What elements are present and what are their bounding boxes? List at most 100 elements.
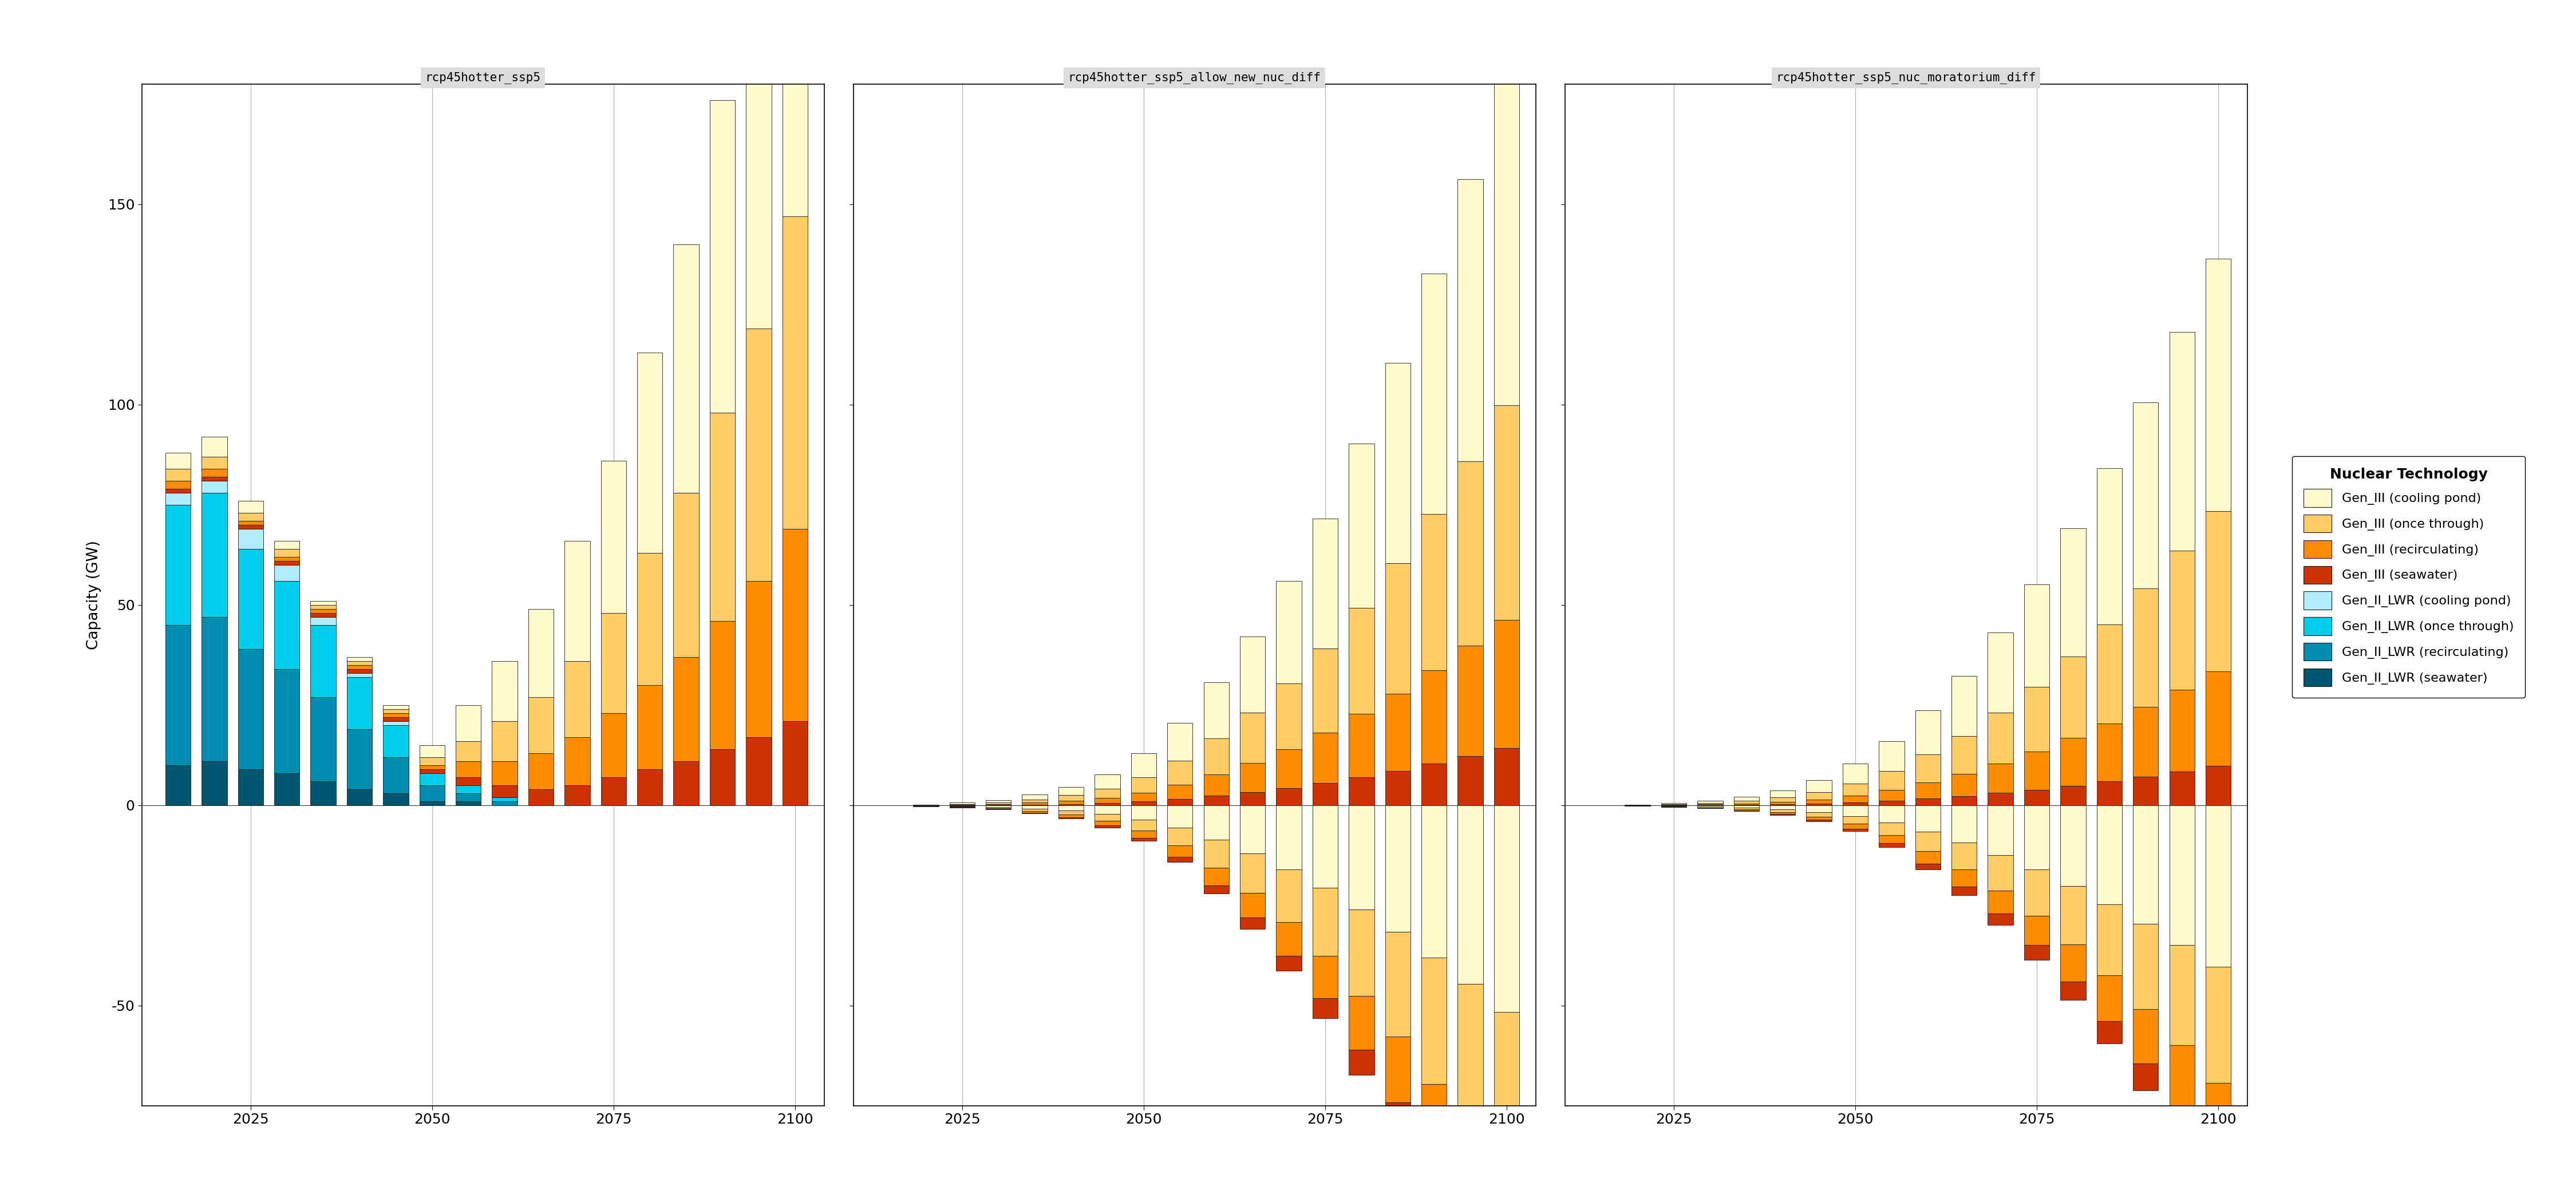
Bar bbox=[2061, 529, 2087, 656]
Bar bbox=[783, 0, 809, 216]
Bar bbox=[312, 609, 335, 613]
Bar bbox=[312, 781, 335, 805]
Bar bbox=[1734, 801, 1759, 803]
Bar bbox=[312, 601, 335, 605]
Bar bbox=[636, 685, 662, 769]
Bar bbox=[1734, 797, 1759, 801]
Bar bbox=[348, 665, 371, 670]
Bar bbox=[2205, 766, 2231, 805]
Bar bbox=[384, 706, 410, 709]
Bar bbox=[1350, 805, 1373, 910]
Bar bbox=[1878, 790, 1904, 801]
Bar bbox=[1734, 805, 1759, 808]
Bar bbox=[384, 718, 410, 721]
Bar bbox=[1203, 683, 1229, 738]
Bar bbox=[201, 761, 227, 805]
Y-axis label: Capacity (GW): Capacity (GW) bbox=[88, 541, 100, 649]
Bar bbox=[1386, 1036, 1412, 1102]
Bar bbox=[1350, 608, 1373, 714]
Bar bbox=[1422, 763, 1448, 805]
Bar bbox=[2169, 690, 2195, 772]
Bar bbox=[420, 773, 446, 785]
Bar bbox=[1953, 796, 1976, 805]
Bar bbox=[672, 244, 698, 493]
Bar bbox=[273, 773, 299, 805]
Bar bbox=[1842, 829, 1868, 832]
Bar bbox=[420, 757, 446, 766]
Title: rcp45hotter_ssp5_allow_new_nuc_diff: rcp45hotter_ssp5_allow_new_nuc_diff bbox=[1069, 72, 1321, 84]
Bar bbox=[1095, 803, 1121, 805]
Bar bbox=[1314, 649, 1337, 733]
Bar bbox=[456, 778, 482, 785]
Bar bbox=[2061, 886, 2087, 945]
Bar bbox=[1989, 763, 2014, 793]
Bar bbox=[1275, 683, 1301, 749]
Bar bbox=[1059, 817, 1084, 819]
Bar bbox=[201, 481, 227, 493]
Bar bbox=[1878, 772, 1904, 790]
Bar bbox=[384, 793, 410, 805]
Bar bbox=[201, 493, 227, 617]
Bar bbox=[2205, 511, 2231, 672]
Bar bbox=[1239, 637, 1265, 713]
Bar bbox=[456, 742, 482, 761]
Bar bbox=[1167, 761, 1193, 785]
Bar bbox=[1458, 179, 1484, 462]
Bar bbox=[492, 721, 518, 761]
Bar bbox=[2097, 624, 2123, 724]
Bar bbox=[384, 725, 410, 757]
Bar bbox=[312, 617, 335, 625]
Bar bbox=[1422, 958, 1448, 1084]
Bar bbox=[747, 737, 770, 805]
Bar bbox=[1953, 869, 1976, 887]
Bar bbox=[165, 493, 191, 505]
Bar bbox=[1878, 843, 1904, 847]
Bar bbox=[1239, 893, 1265, 917]
Bar bbox=[1203, 868, 1229, 886]
Bar bbox=[2169, 772, 2195, 805]
Bar bbox=[1914, 755, 1940, 783]
Bar bbox=[1698, 803, 1723, 804]
Bar bbox=[636, 553, 662, 685]
Bar bbox=[1422, 671, 1448, 763]
Bar bbox=[165, 469, 191, 481]
Bar bbox=[1989, 805, 2014, 855]
Bar bbox=[1989, 632, 2014, 713]
Bar bbox=[711, 621, 734, 749]
Bar bbox=[1059, 815, 1084, 817]
Bar bbox=[1131, 778, 1157, 792]
Bar bbox=[1989, 891, 2014, 914]
Bar bbox=[1167, 722, 1193, 761]
Bar bbox=[237, 513, 263, 520]
Bar bbox=[1239, 713, 1265, 763]
Bar bbox=[1203, 805, 1229, 839]
Bar bbox=[2025, 584, 2050, 686]
Bar bbox=[348, 661, 371, 665]
Bar bbox=[273, 670, 299, 773]
Bar bbox=[1350, 910, 1373, 995]
Bar bbox=[1878, 835, 1904, 843]
Bar bbox=[1806, 799, 1832, 804]
Bar bbox=[1275, 956, 1301, 971]
Bar bbox=[1494, 1012, 1520, 1184]
Bar bbox=[348, 730, 371, 790]
Legend: Gen_III (cooling pond), Gen_III (once through), Gen_III (recirculating), Gen_III: Gen_III (cooling pond), Gen_III (once th… bbox=[2293, 456, 2524, 698]
Bar bbox=[2097, 468, 2123, 624]
Bar bbox=[1239, 853, 1265, 893]
Bar bbox=[2205, 258, 2231, 511]
Bar bbox=[1422, 1084, 1448, 1164]
Bar bbox=[456, 802, 482, 805]
Bar bbox=[2205, 805, 2231, 966]
Bar bbox=[783, 529, 809, 721]
Bar bbox=[1095, 798, 1121, 803]
Bar bbox=[1494, 620, 1520, 748]
Bar bbox=[987, 807, 1012, 808]
Bar bbox=[1095, 805, 1121, 814]
Bar bbox=[2025, 805, 2050, 869]
Bar bbox=[1494, 1184, 1520, 1202]
Bar bbox=[1203, 796, 1229, 805]
Bar bbox=[1422, 514, 1448, 671]
Bar bbox=[1878, 805, 1904, 822]
Bar bbox=[1059, 796, 1084, 801]
Bar bbox=[1914, 805, 1940, 832]
